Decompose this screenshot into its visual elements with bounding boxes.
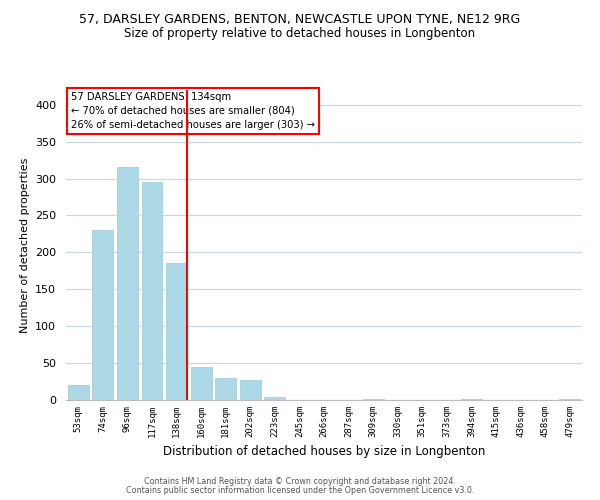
Text: 57 DARSLEY GARDENS: 134sqm
← 70% of detached houses are smaller (804)
26% of sem: 57 DARSLEY GARDENS: 134sqm ← 70% of deta… — [71, 92, 315, 130]
X-axis label: Distribution of detached houses by size in Longbenton: Distribution of detached houses by size … — [163, 446, 485, 458]
Bar — [240, 380, 261, 400]
Bar — [191, 367, 212, 400]
Text: Contains public sector information licensed under the Open Government Licence v3: Contains public sector information licen… — [126, 486, 474, 495]
Bar — [117, 168, 138, 400]
Bar — [92, 230, 113, 400]
Text: Size of property relative to detached houses in Longbenton: Size of property relative to detached ho… — [124, 28, 476, 40]
Bar — [265, 397, 286, 400]
Bar — [142, 182, 163, 400]
Bar — [215, 378, 236, 400]
Bar — [166, 264, 187, 400]
Bar — [68, 385, 89, 400]
Y-axis label: Number of detached properties: Number of detached properties — [20, 158, 29, 332]
Text: 57, DARSLEY GARDENS, BENTON, NEWCASTLE UPON TYNE, NE12 9RG: 57, DARSLEY GARDENS, BENTON, NEWCASTLE U… — [79, 12, 521, 26]
Text: Contains HM Land Registry data © Crown copyright and database right 2024.: Contains HM Land Registry data © Crown c… — [144, 477, 456, 486]
